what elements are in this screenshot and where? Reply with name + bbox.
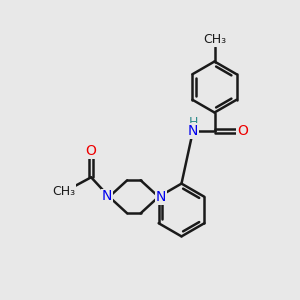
Text: H: H <box>189 116 198 129</box>
Text: CH₃: CH₃ <box>203 33 226 46</box>
Text: N: N <box>188 124 198 138</box>
Text: N: N <box>155 190 166 204</box>
Text: O: O <box>237 124 248 138</box>
Text: N: N <box>102 189 112 203</box>
Text: CH₃: CH₃ <box>52 185 76 198</box>
Text: O: O <box>86 144 97 158</box>
